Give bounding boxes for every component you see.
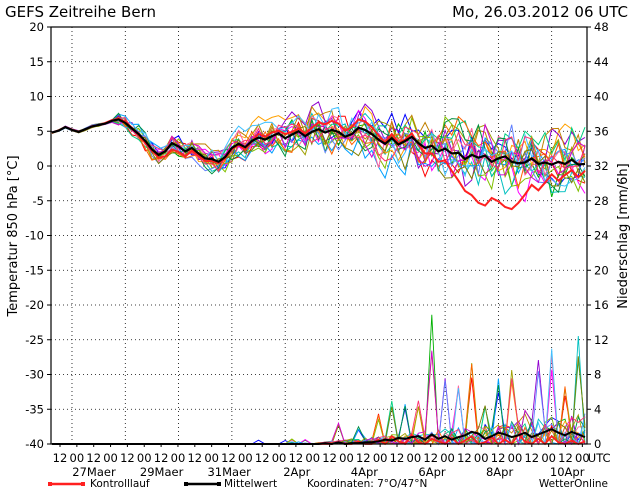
hour-tick-label: 00 (474, 451, 489, 465)
right-axis-label: Niederschlag [mm/6h] (616, 163, 631, 308)
hour-tick-label: 12 (120, 451, 135, 465)
x-axis-ticks: 12 00 12 00 12 00 12 00 12 00 12 00 12 00 12 00 12 00 12 00… (53, 444, 611, 479)
hour-tick-label: 00 (103, 451, 118, 465)
right-tick-label: 12 (594, 333, 609, 347)
mean-legend-marker (184, 482, 188, 486)
date-tick-label: 29Maer (140, 465, 184, 479)
right-tick-label: 40 (594, 90, 609, 104)
hour-tick-label: 12 (558, 451, 573, 465)
left-tick-label: 10 (29, 90, 44, 104)
grid (51, 26, 587, 445)
left-axis-label: Temperatur 850 hPa [°C] (6, 155, 21, 317)
date-tick-label: 10Apr (550, 465, 585, 479)
right-tick-label: 20 (594, 263, 609, 277)
date-tick-label: 6Apr (418, 465, 445, 479)
hour-tick-label: 00 (238, 451, 253, 465)
control-legend-label: Kontrolllauf (90, 478, 150, 490)
coordinates-text: Koordinaten: 7°O/47°N (307, 478, 427, 490)
left-tick-label: -10 (25, 229, 44, 243)
hour-tick-label: 12 (86, 451, 101, 465)
hour-tick-label: 00 (305, 451, 320, 465)
left-tick-label: -15 (25, 263, 44, 277)
right-tick-label: 0 (594, 437, 601, 451)
left-tick-label: -40 (25, 437, 44, 451)
temperature-mean-line (51, 118, 586, 166)
hour-tick-label: 00 (373, 451, 388, 465)
right-tick-label: 48 (594, 20, 609, 34)
hour-tick-label: 00 (137, 451, 152, 465)
left-tick-label: 5 (37, 124, 44, 138)
hour-tick-label: 12 (322, 451, 337, 465)
date-tick-label: 2Apr (283, 465, 310, 479)
temperature-series (51, 101, 586, 211)
hour-tick-label: 00 (508, 451, 523, 465)
right-tick-label: 4 (594, 402, 601, 416)
left-tick-label: -5 (33, 194, 44, 208)
date-tick-label: 4Apr (351, 465, 378, 479)
plot-frame (50, 26, 588, 445)
right-tick-label: 8 (594, 368, 601, 382)
hour-tick-label: 00 (204, 451, 219, 465)
precipitation-member-line (52, 350, 586, 446)
chart-title: GEFS Zeitreihe Bern (5, 3, 156, 21)
hour-tick-label: 00 (407, 451, 422, 465)
chart-datetime: Mo, 26.03.2012 06 UTC (452, 3, 628, 21)
left-tick-label: 20 (29, 20, 44, 34)
left-tick-label: 0 (37, 159, 44, 173)
precipitation-member-line (52, 392, 586, 446)
right-tick-label: 36 (594, 124, 609, 138)
date-tick-label: 8Apr (486, 465, 513, 479)
hour-tick-label: 00 (272, 451, 287, 465)
hour-tick-label: 12 (255, 451, 270, 465)
date-tick-label: 31Maer (207, 465, 251, 479)
hour-tick-label: 12 (457, 451, 472, 465)
left-tick-label: -25 (25, 333, 44, 347)
temperature-member-line (51, 106, 586, 187)
hour-tick-label: UTC (588, 451, 611, 465)
left-axis-ticks: 20 15 10 5 0 -5 -10 -15 -20 -25 -30 -35 -40 (25, 20, 51, 451)
hour-tick-label: 00 (440, 451, 455, 465)
hour-tick-label: 00 (70, 451, 85, 465)
hour-tick-label: 00 (575, 451, 590, 465)
hour-tick-label: 12 (491, 451, 506, 465)
left-tick-label: -35 (25, 402, 44, 416)
temperature-member-line (51, 112, 586, 194)
left-tick-label: 15 (29, 55, 44, 69)
hour-tick-label: 00 (339, 451, 354, 465)
hour-tick-label: 12 (53, 451, 68, 465)
hour-tick-label: 00 (171, 451, 186, 465)
right-tick-label: 24 (594, 229, 609, 243)
hour-tick-label: 12 (221, 451, 236, 465)
precipitation-member-line (52, 352, 585, 446)
hour-tick-label: 12 (187, 451, 202, 465)
mean-legend-marker (217, 482, 221, 486)
right-tick-label: 32 (594, 159, 609, 173)
hour-tick-label: 12 (390, 451, 405, 465)
hour-tick-label: 12 (289, 451, 304, 465)
control-legend-marker (48, 482, 52, 486)
precipitation-series (52, 314, 586, 446)
hour-tick-label: 12 (154, 451, 169, 465)
hour-tick-label: 12 (524, 451, 539, 465)
hour-tick-label: 12 (356, 451, 371, 465)
right-tick-label: 16 (594, 298, 609, 312)
mean-legend-label: Mittelwert (224, 478, 277, 490)
left-tick-label: -30 (25, 368, 44, 382)
left-tick-label: -20 (25, 298, 44, 312)
right-tick-label: 44 (594, 55, 609, 69)
right-tick-label: 28 (594, 194, 609, 208)
date-tick-label: 27Maer (72, 465, 116, 479)
brand-text: WetterOnline (539, 478, 608, 490)
hour-tick-label: 00 (541, 451, 556, 465)
control-legend-marker (81, 482, 85, 486)
hour-tick-label: 12 (423, 451, 438, 465)
legend: Kontrolllauf Mittelwert Koordinaten: 7°O… (48, 478, 608, 490)
